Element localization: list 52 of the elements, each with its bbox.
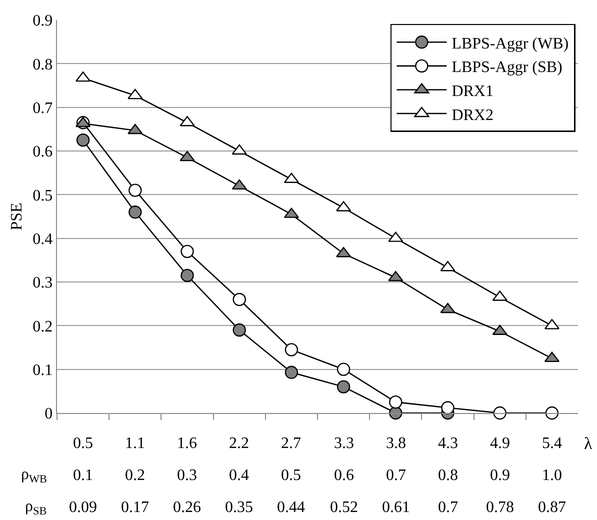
- x-tick-label: 4.3 0.8 0.7: [438, 435, 458, 516]
- point: [336, 362, 350, 376]
- point: [180, 268, 194, 282]
- y-tick-label: 0.6: [32, 144, 53, 161]
- legend-label: LBPS-Aggr (SB): [452, 59, 562, 76]
- point: [180, 244, 194, 258]
- x-tick-label: 0.5 0.1 0.09: [69, 435, 97, 516]
- text: ρ$_{SB}$: [25, 498, 47, 518]
- y-tick-label: 0: [44, 406, 53, 423]
- x-tick-label: 4.9 0.9 0.78: [486, 435, 514, 516]
- x-tick-label: 2.7 0.5 0.44: [277, 435, 305, 516]
- point: [128, 88, 143, 100]
- x-axis-title: λ: [584, 434, 593, 453]
- point: [128, 184, 142, 197]
- y-tick-label: 0.3: [32, 274, 53, 292]
- y-tick-label: 0.2: [32, 318, 53, 336]
- x-tick-label: 1.6 0.3 0.26: [173, 435, 201, 516]
- point: [284, 366, 298, 379]
- point: [441, 401, 454, 414]
- text: ρ$_{WB}$: [21, 466, 48, 486]
- point: [232, 323, 246, 337]
- point: [389, 395, 402, 409]
- y-axis-title: PSE: [8, 202, 26, 230]
- point: [545, 406, 559, 420]
- x-tick-label: 3.3 0.6 0.52: [330, 435, 358, 516]
- y-tick-label: 0.4: [32, 230, 53, 248]
- point: [128, 206, 142, 219]
- point: [493, 406, 506, 420]
- point: [284, 343, 298, 356]
- y-tick-label: 0.5: [32, 187, 53, 204]
- point: [440, 302, 456, 314]
- legend-label: DRX1: [452, 82, 494, 100]
- point: [232, 144, 247, 155]
- x-tick-label: 5.4 1.0 0.87: [538, 435, 566, 516]
- point: [76, 133, 90, 147]
- point: [232, 179, 247, 190]
- legend-label: DRX2: [452, 106, 494, 124]
- point: [336, 380, 350, 394]
- point: [440, 260, 456, 272]
- point: [544, 352, 560, 362]
- y-tick-label: 0.7: [32, 100, 53, 117]
- y-tick-label: 0.9: [32, 12, 53, 30]
- y-tick-label: 0.1: [32, 362, 53, 379]
- point: [180, 150, 195, 162]
- x-tick-label: 3.8 0.7 0.61: [382, 435, 410, 516]
- legend-label: LBPS-Aggr (WB): [452, 35, 569, 52]
- y-tick-label: 0.8: [32, 56, 53, 74]
- point: [128, 124, 143, 134]
- point: [76, 71, 91, 82]
- x-tick-label: 1.1 0.2 0.17: [121, 435, 149, 516]
- point: [232, 292, 246, 306]
- x-tick-label: 2.2 0.4 0.35: [225, 435, 253, 516]
